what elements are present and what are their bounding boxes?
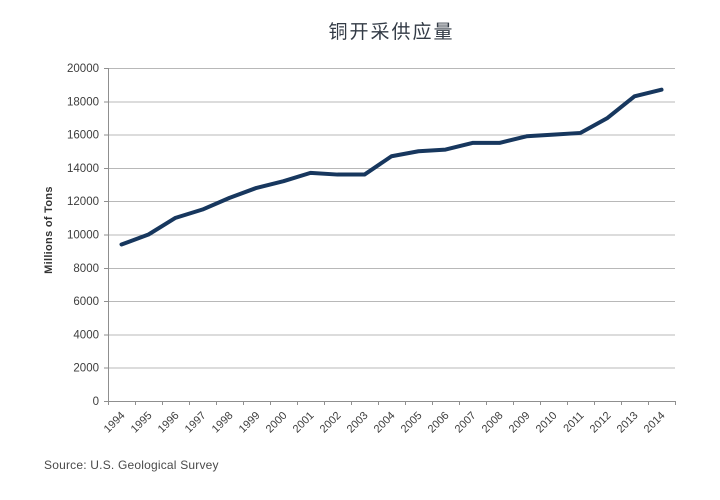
x-tick-label: 1998 (210, 410, 236, 436)
x-tick-label: 1995 (129, 410, 155, 436)
y-tick-label: 20000 (67, 63, 99, 75)
x-tick-label: 2014 (642, 410, 668, 436)
y-tick-label: 4000 (73, 329, 99, 341)
x-tick-label: 2010 (534, 410, 560, 436)
x-tick-label: 1997 (183, 410, 209, 436)
x-tick-label: 1999 (237, 410, 263, 436)
x-tick-label: 2008 (480, 410, 506, 436)
y-tick-label: 18000 (67, 96, 99, 108)
x-tick-label: 2012 (588, 410, 614, 436)
copper-supply-line (119, 87, 664, 247)
chart-title: 铜开采供应量 (328, 22, 455, 43)
x-tick-label: 2007 (453, 410, 479, 436)
x-tick-label: 2003 (345, 410, 371, 436)
y-tick-label: 2000 (73, 363, 99, 375)
x-tick-label: 1996 (156, 410, 182, 436)
y-tick-label: 14000 (67, 163, 99, 175)
x-tick-label: 2001 (291, 410, 317, 436)
x-tick-label: 2009 (507, 410, 533, 436)
y-tick-label: 10000 (67, 230, 99, 242)
x-tick-label: 2005 (399, 410, 425, 436)
x-tick-label: 2002 (318, 410, 344, 436)
y-tick-label: 8000 (73, 263, 99, 275)
y-tick-label: 12000 (67, 196, 99, 208)
y-tick-label: 0 (93, 396, 99, 408)
x-tick-label: 2000 (264, 410, 290, 436)
x-tick-label: 2013 (615, 410, 641, 436)
x-tick-label: 2004 (372, 410, 398, 436)
y-tick-label: 6000 (73, 296, 99, 308)
source-note: Source: U.S. Geological Survey (44, 458, 219, 472)
y-tick-label: 16000 (67, 130, 99, 142)
x-tick-label: 1994 (102, 410, 128, 436)
x-tick-label: 2006 (426, 410, 452, 436)
x-tick-label: 2011 (561, 410, 586, 435)
